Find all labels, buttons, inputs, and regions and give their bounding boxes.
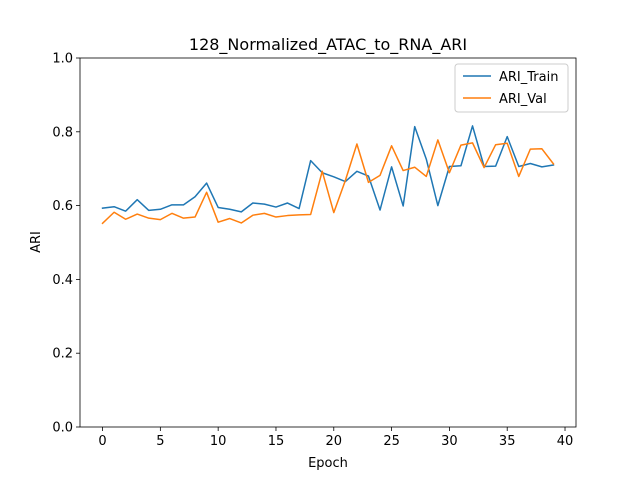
axes-frame [79,57,577,428]
y-tick-label: 1.0 [52,52,73,67]
x-tick-label: 25 [383,434,400,449]
x-tick-label: 5 [156,434,164,449]
chart-title: 128_Normalized_ATAC_to_RNA_ARI [189,35,467,55]
x-tick-label: 30 [441,434,458,449]
x-tick-label: 15 [268,434,285,449]
x-tick-label: 10 [210,434,227,449]
x-axis-label: Epoch [308,456,348,471]
legend-label: ARI_Val [499,92,547,107]
y-tick-label: 0.2 [52,347,73,362]
series-line-ari-val [101,139,555,225]
y-tick-label: 0.0 [52,421,73,436]
x-tick-label: 35 [499,434,516,449]
plot-area: 0 5 10 15 20 25 30 35 40 0.0 0.2 0.4 0.6 0.8 1.0 ARI_Tr… [52,52,577,449]
y-tick-label: 0.4 [52,273,73,288]
y-tick-label: 0.8 [52,125,73,140]
y-tick-label: 0.6 [52,199,73,214]
legend-label: ARI_Train [499,70,558,85]
series-line-ari-train [101,125,555,213]
x-tick-label: 40 [557,434,574,449]
x-tick-label: 20 [326,434,343,449]
y-axis-label: ARI [29,231,44,253]
x-tick-label: 0 [98,434,106,449]
